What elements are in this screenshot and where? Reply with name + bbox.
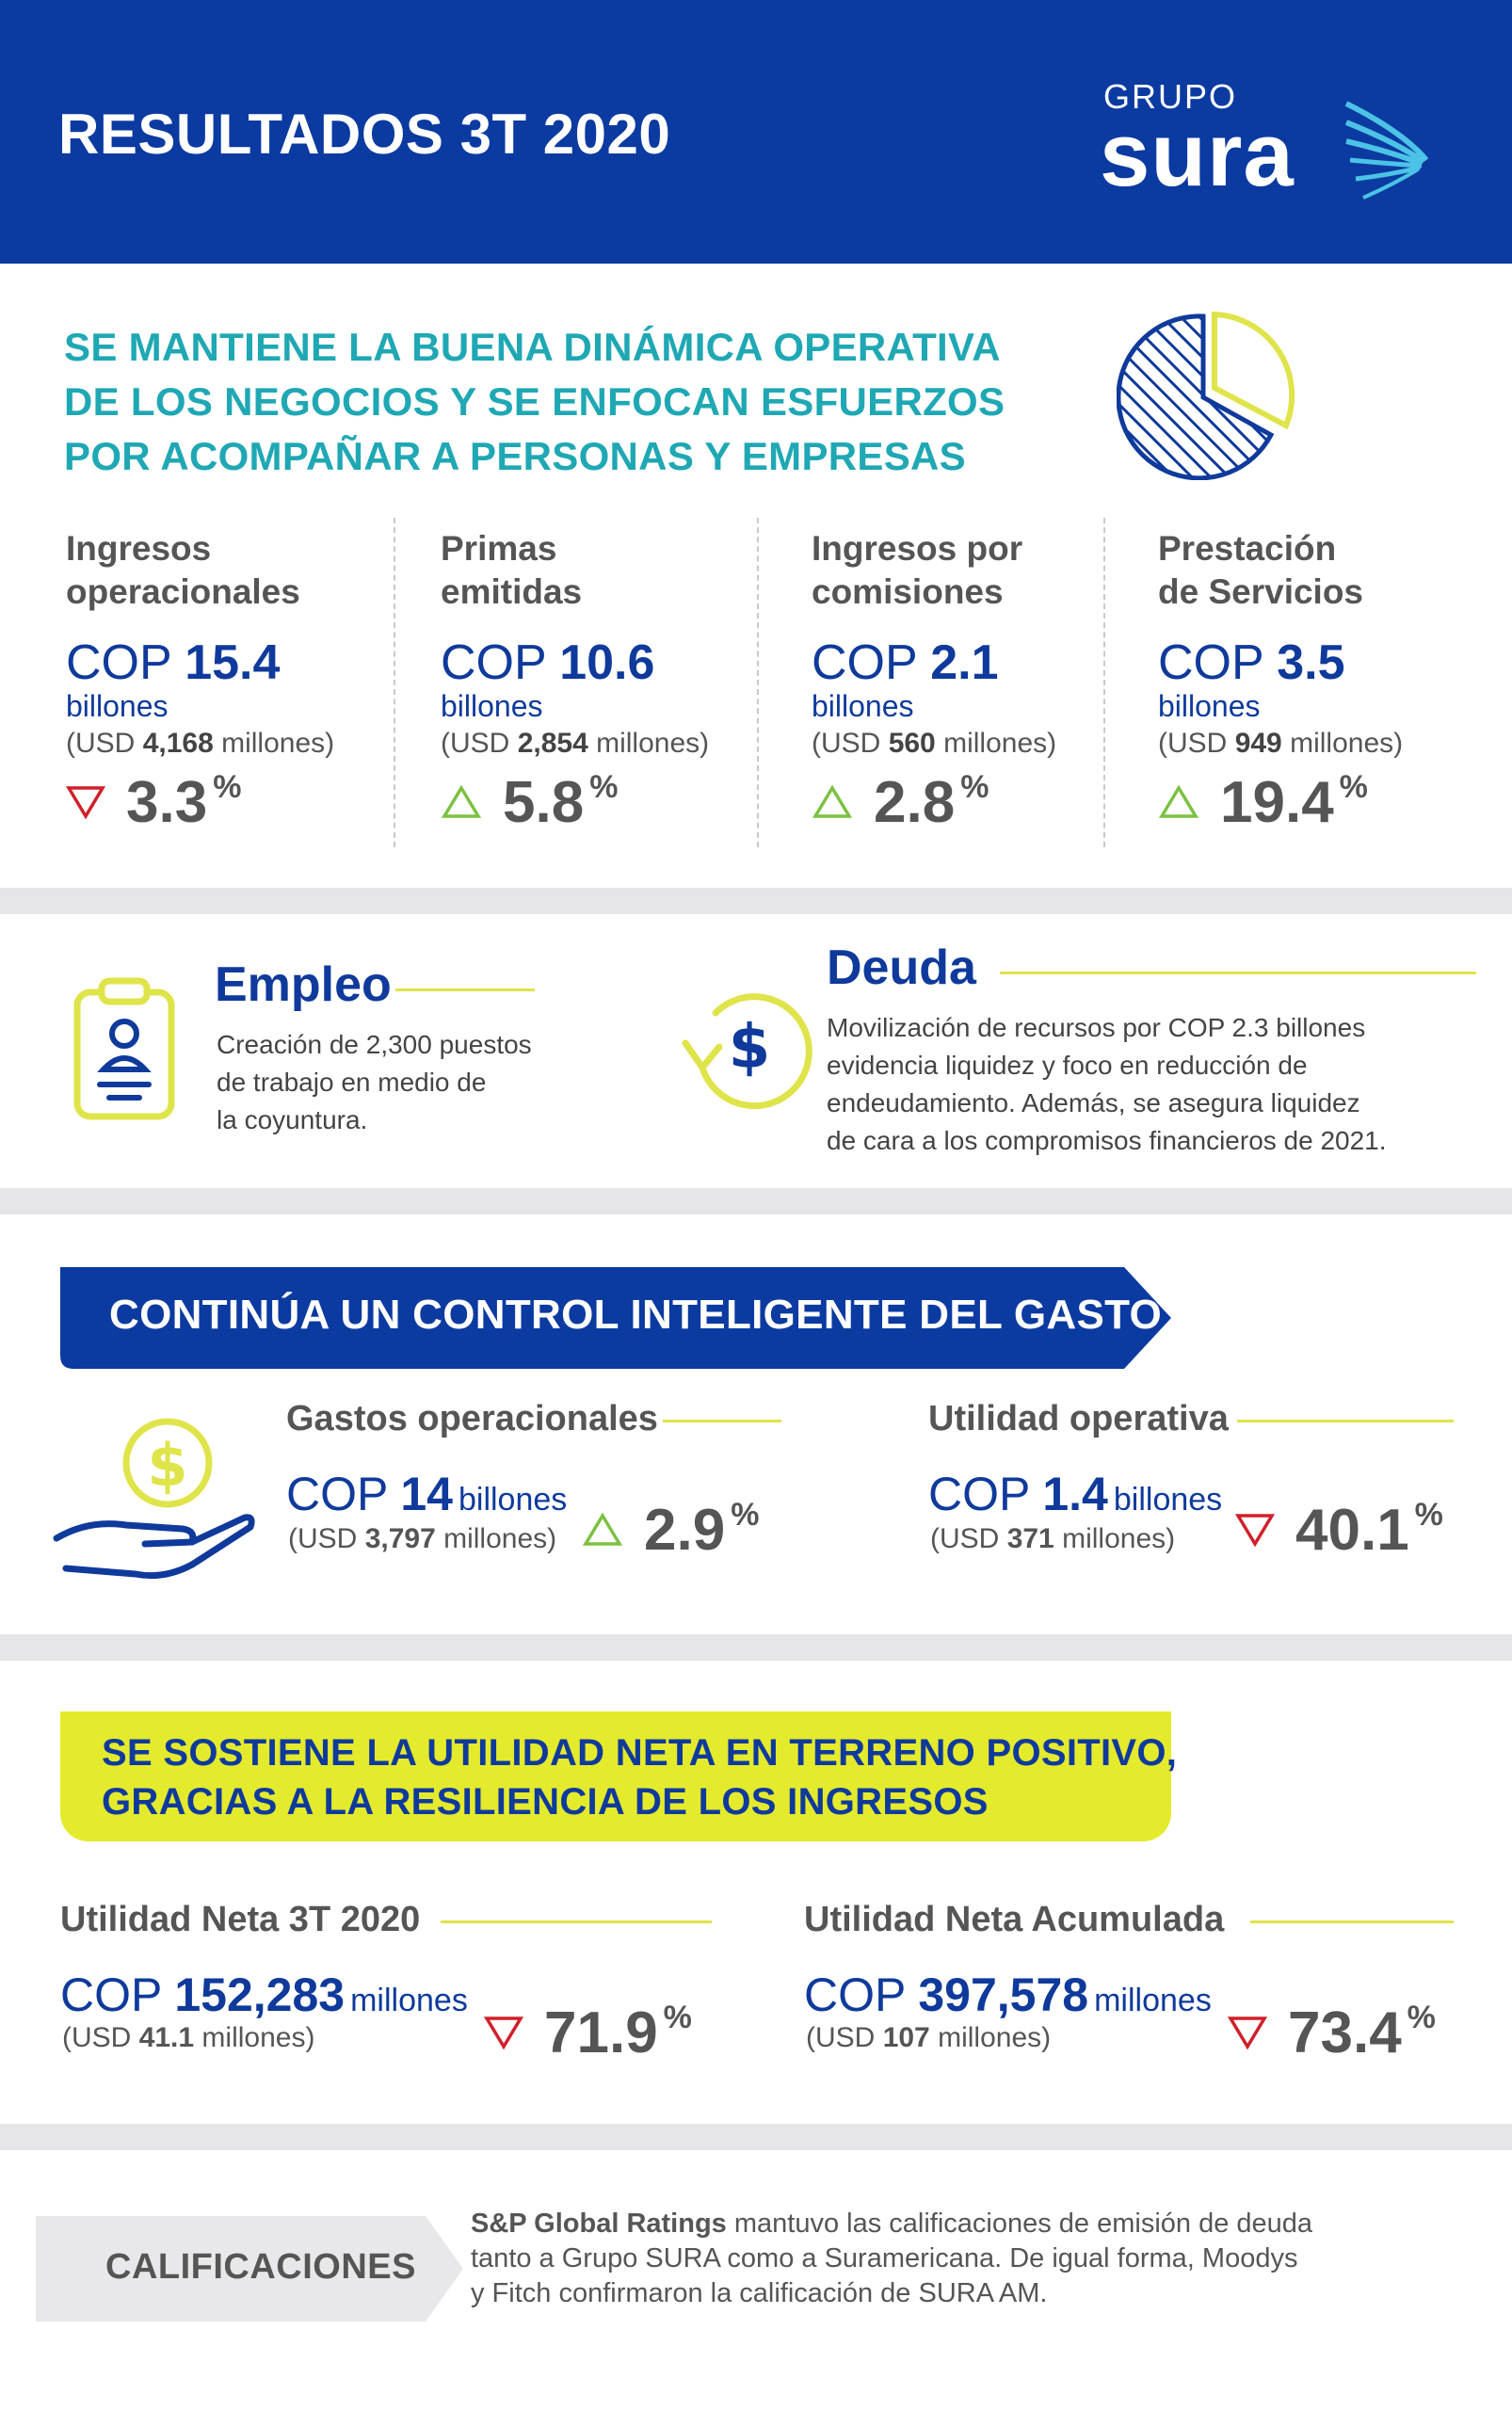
- metric-primas-emitidas: Primas emitidas COP 10.6 billones (USD 2,…: [441, 527, 780, 836]
- down-triangle-icon: [1228, 2016, 1267, 2050]
- empleo-title: Empleo: [215, 957, 392, 1012]
- calificaciones-text: S&P Global Ratings mantuvo las calificac…: [471, 2209, 1313, 2308]
- metric-ingresos-comisiones: Ingresos por comisiones COP 2.1 billones …: [812, 527, 1150, 836]
- metric-label: Ingresos por comisiones: [812, 529, 1023, 611]
- logo-text-sura: sura: [1100, 104, 1295, 205]
- section1-title-line: DE LOS NEGOCIOS Y SE ENFOCAN ESFUERZOS: [64, 379, 1005, 424]
- section-separator: [0, 1634, 1512, 1661]
- down-triangle-icon: [1235, 1514, 1275, 1548]
- metric-usd: (USD 4,168 millones): [66, 728, 335, 759]
- section1-title-line: POR ACOMPAÑAR A PERSONAS Y EMPRESAS: [64, 434, 966, 478]
- metric-value: COP 15.4: [66, 635, 281, 690]
- neta-acumulada-value: COP 397,578 millones: [804, 1968, 1212, 2021]
- metric-value: COP 10.6: [441, 635, 655, 690]
- metric-unit: billones: [441, 689, 543, 723]
- neta-3t-usd: (USD 41.1 millones): [62, 2022, 315, 2053]
- calificaciones-label: CALIFICACIONES: [105, 2247, 416, 2287]
- metric-change: 19.4%: [1158, 769, 1497, 836]
- metric-label: Primas emitidas: [441, 529, 583, 611]
- gastos-label: Gastos operacionales: [286, 1399, 658, 1438]
- calificaciones-banner: [36, 2216, 463, 2322]
- utilidad-operativa-usd: (USD 371 millones): [930, 1523, 1176, 1554]
- yellow-rule: [1000, 972, 1476, 974]
- logo-text-grupo: GRUPO: [1103, 77, 1238, 116]
- metric-change: 3.3%: [66, 769, 405, 836]
- metric-value: COP 2.1: [812, 635, 999, 690]
- hand-coin-icon: $: [53, 1418, 255, 1580]
- svg-text:$: $: [729, 1013, 771, 1083]
- yellow-rule: [441, 1920, 712, 1923]
- metric-label: Prestación de Servicios: [1158, 529, 1364, 611]
- up-triangle-icon: [582, 1512, 623, 1546]
- metric-label: Ingresos operacionales: [66, 529, 300, 611]
- deuda-text: Movilización de recursos por COP 2.3 bil…: [827, 1013, 1387, 1155]
- deuda-title: Deuda: [827, 940, 976, 995]
- neta-3t-change: 71.9%: [484, 2000, 692, 2066]
- metric-ingresos-operacionales: Ingresos operacionales COP 15.4 billones …: [66, 527, 405, 836]
- metric-usd: (USD 560 millones): [812, 728, 1057, 759]
- yellow-rule: [1250, 1920, 1454, 1923]
- utilidad-operativa-value: COP 1.4 billones: [928, 1468, 1223, 1520]
- section-separator: [0, 1188, 1512, 1214]
- metric-unit: billones: [66, 689, 169, 723]
- metric-prestacion-servicios: Prestación de Servicios COP 3.5 billones …: [1158, 527, 1497, 836]
- up-triangle-icon: [441, 784, 482, 818]
- utilidad-operativa-label: Utilidad operativa: [928, 1399, 1229, 1438]
- svg-text:$: $: [147, 1431, 187, 1500]
- neta-3t-label: Utilidad Neta 3T 2020: [60, 1900, 421, 1939]
- banner-gasto: [60, 1267, 1171, 1369]
- pie-chart-icon: [1117, 311, 1295, 480]
- section1-title-line: SE MANTIENE LA BUENA DINÁMICA OPERATIVA: [64, 325, 1001, 369]
- metric-usd: (USD 949 millones): [1158, 728, 1404, 759]
- gastos-usd: (USD 3,797 millones): [288, 1523, 557, 1554]
- column-divider: [394, 518, 395, 847]
- clipboard-icon: [73, 977, 175, 1120]
- metric-unit: billones: [1158, 689, 1261, 723]
- banner-utilidad-neta: [60, 1711, 1171, 1841]
- column-divider: [757, 518, 759, 847]
- header-bar: [0, 0, 1512, 264]
- metric-change: 5.8%: [441, 769, 780, 836]
- neta-acumulada-change: 73.4%: [1228, 2000, 1436, 2066]
- column-divider: [1103, 518, 1105, 847]
- down-triangle-icon: [66, 786, 105, 820]
- metric-usd: (USD 2,854 millones): [441, 728, 710, 759]
- neta-3t-value: COP 152,283 millones: [60, 1968, 468, 2021]
- yellow-rule: [663, 1420, 781, 1422]
- metric-value: COP 3.5: [1158, 635, 1345, 690]
- metric-change: 2.8%: [812, 769, 1150, 836]
- section-separator: [0, 2124, 1512, 2150]
- up-triangle-icon: [812, 784, 853, 818]
- page-title: RESULTADOS 3T 2020: [58, 103, 671, 166]
- section-separator: [0, 888, 1512, 914]
- banner-utilidad-neta-text: SE SOSTIENE LA UTILIDAD NETA EN TERRENO …: [102, 1732, 1178, 1823]
- gastos-change: 2.9%: [582, 1497, 759, 1564]
- empleo-text: Creación de 2,300 puestos de trabajo en m…: [217, 1030, 532, 1134]
- neta-acumulada-label: Utilidad Neta Acumulada: [804, 1900, 1225, 1939]
- gastos-value: COP 14 billones: [286, 1468, 568, 1520]
- down-triangle-icon: [484, 2016, 523, 2050]
- utilidad-operativa-change: 40.1%: [1235, 1497, 1443, 1564]
- up-triangle-icon: [1158, 784, 1199, 818]
- dollar-cycle-icon: $: [682, 993, 812, 1110]
- neta-acumulada-usd: (USD 107 millones): [806, 2022, 1052, 2053]
- banner-gasto-text: CONTINÚA UN CONTROL INTELIGENTE DEL GAST…: [109, 1292, 1163, 1338]
- yellow-rule: [1237, 1420, 1454, 1422]
- metric-unit: billones: [812, 689, 914, 723]
- logo-wing-icon: [1344, 101, 1429, 200]
- section1-title: SE MANTIENE LA BUENA DINÁMICA OPERATIVA …: [64, 320, 1081, 484]
- yellow-rule: [395, 988, 535, 991]
